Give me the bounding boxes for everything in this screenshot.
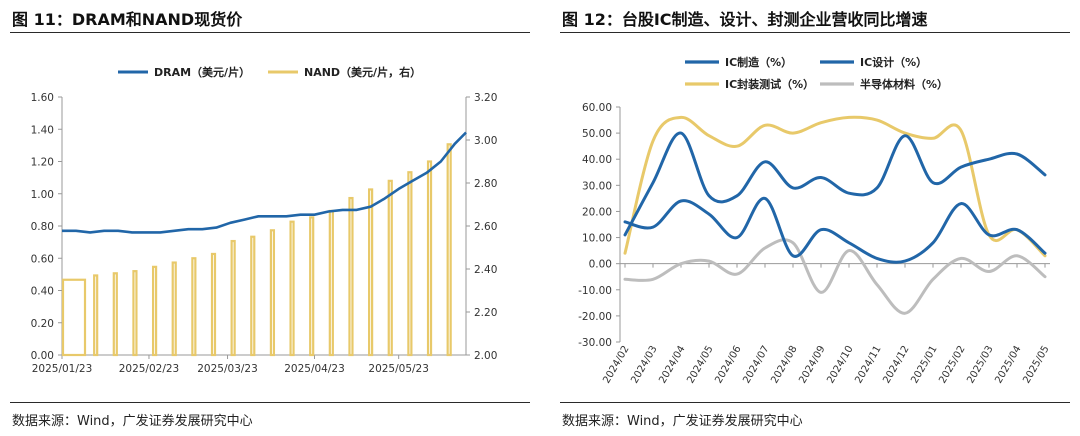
legend-ic-design-label: IC设计（%） bbox=[860, 55, 927, 69]
source-rule bbox=[10, 402, 530, 403]
nand-bar bbox=[289, 220, 295, 357]
nand-bar bbox=[191, 257, 197, 357]
x-tick-label: 2025/05/23 bbox=[368, 363, 429, 375]
nand-bar bbox=[407, 171, 413, 357]
nand-bar bbox=[269, 229, 276, 357]
legend-label-nand: NAND（美元/片，右） bbox=[304, 65, 421, 79]
x-tick-label: 2025/02 bbox=[937, 344, 967, 385]
nand-bar bbox=[210, 252, 217, 357]
source-rule bbox=[560, 402, 1070, 403]
ic-manufacturing-line bbox=[623, 196, 1047, 264]
chart-dram-nand: 0.00 0.20 0.40 0.60 0.80 1.00 1.20 1.40 1.60 2.00… bbox=[31, 65, 498, 375]
x-tick-label: 2025/01 bbox=[909, 344, 939, 385]
y-left-tick-label: 0.40 bbox=[31, 286, 54, 298]
panel-ic-revenue: 图 12：台股IC制造、设计、封测企业营收同比增速 -30.00 -20.00 -1… bbox=[550, 0, 1080, 436]
x-tick-label: 2025/03/23 bbox=[197, 363, 258, 375]
nand-bar bbox=[368, 188, 374, 357]
nand-bar bbox=[61, 278, 87, 357]
nand-bar bbox=[348, 196, 354, 357]
y-right-tick-label: 2.20 bbox=[474, 307, 497, 319]
y-tick-label: -30.00 bbox=[578, 337, 612, 349]
nand-bar bbox=[328, 209, 334, 357]
x-tick-label: 2024/07 bbox=[741, 344, 771, 385]
x-tick-label: 2024/11 bbox=[853, 344, 883, 385]
x-tick-label: 2025/05 bbox=[1021, 344, 1051, 385]
x-tick-label: 2024/06 bbox=[713, 344, 743, 385]
nand-bar bbox=[93, 274, 99, 357]
nand-bar bbox=[112, 272, 118, 357]
dram-line bbox=[62, 131, 467, 234]
y-tick-label: 10.00 bbox=[582, 233, 612, 245]
x-tick-label: 2025/02/23 bbox=[119, 363, 180, 375]
y-right-tick-label: 3.20 bbox=[474, 92, 497, 104]
y-tick-label: 60.00 bbox=[582, 102, 612, 114]
y-right-tick-label: 2.60 bbox=[474, 221, 497, 233]
y-right-tick-label: 2.00 bbox=[474, 350, 497, 362]
nand-bar bbox=[250, 235, 256, 357]
y-tick-label: 50.00 bbox=[582, 128, 612, 140]
chart-title: 图 11：DRAM和NAND现货价 bbox=[12, 10, 243, 29]
panel-dram-nand: 图 11：DRAM和NAND现货价 0.00 0.20 0.40 0.60 0.80 1.… bbox=[10, 10, 530, 429]
x-tick-label: 2025/01/23 bbox=[32, 363, 93, 375]
x-tick-label: 2024/02 bbox=[601, 344, 631, 385]
y-right-tick-label: 2.80 bbox=[474, 178, 497, 190]
title-rule bbox=[560, 32, 1070, 33]
x-tick-label: 2024/05 bbox=[685, 344, 715, 385]
ic-design-line bbox=[623, 131, 1047, 237]
nand-bar bbox=[446, 143, 452, 357]
y-left-tick-label: 1.60 bbox=[31, 92, 54, 104]
nand-bar bbox=[426, 160, 433, 357]
y-tick-label: 20.00 bbox=[582, 206, 612, 218]
y-right-tick-label: 3.00 bbox=[474, 135, 497, 147]
y-tick-label: 0.00 bbox=[589, 259, 612, 271]
y-tick-label: 30.00 bbox=[582, 180, 612, 192]
y-tick-label: -10.00 bbox=[578, 285, 612, 297]
x-tick-label: 2024/10 bbox=[825, 344, 855, 385]
y-left-tick-label: 0.00 bbox=[31, 350, 54, 362]
x-tick-label: 2024/12 bbox=[881, 344, 911, 385]
y-right-tick-label: 2.40 bbox=[474, 264, 497, 276]
nand-bar bbox=[230, 239, 236, 357]
title-rule bbox=[10, 32, 530, 33]
data-source: 数据来源：Wind，广发证券发展研究中心 bbox=[12, 414, 253, 429]
x-tick-label: 2024/08 bbox=[769, 344, 799, 385]
legend-ic-manufacturing-label: IC制造（%） bbox=[725, 55, 792, 69]
x-tick-label: 2024/03 bbox=[629, 344, 659, 385]
nand-bar bbox=[151, 265, 158, 357]
ic-packaging-testing-line bbox=[623, 115, 1047, 258]
y-left-tick-label: 0.80 bbox=[31, 221, 54, 233]
x-tick-label: 2025/03 bbox=[965, 344, 995, 385]
nand-bar bbox=[171, 261, 177, 357]
y-left-tick-label: 0.20 bbox=[31, 318, 54, 330]
data-source: 数据来源：Wind，广发证券发展研究中心 bbox=[562, 414, 803, 429]
x-tick-label: 2025/04/23 bbox=[284, 363, 345, 375]
legend-ic-packaging-testing-label: IC封装测试（%） bbox=[725, 77, 814, 91]
nand-bar bbox=[387, 179, 393, 357]
chart-title: 图 12：台股IC制造、设计、封测企业营收同比增速 bbox=[562, 10, 928, 29]
x-tick-label: 2024/09 bbox=[797, 344, 827, 385]
y-left-tick-label: 1.20 bbox=[31, 157, 54, 169]
y-tick-label: 40.00 bbox=[582, 154, 612, 166]
legend-label-dram: DRAM（美元/片） bbox=[154, 65, 250, 79]
x-tick-label: 2024/04 bbox=[657, 344, 687, 385]
chart-ic-revenue: -30.00 -20.00 -10.00 0.00 10.00 20.00 30.00 40.… bbox=[578, 55, 1051, 385]
nand-bar bbox=[132, 270, 138, 357]
nand-bar bbox=[309, 216, 315, 357]
semiconductor-materials-line bbox=[623, 238, 1047, 315]
y-left-tick-label: 1.40 bbox=[31, 124, 54, 136]
y-tick-label: -20.00 bbox=[578, 311, 612, 323]
x-tick-label: 2025/04 bbox=[993, 344, 1023, 385]
legend-semiconductor-materials-label: 半导体材料（%） bbox=[860, 77, 948, 91]
y-left-tick-label: 0.60 bbox=[31, 253, 54, 265]
y-left-tick-label: 1.00 bbox=[31, 189, 54, 201]
